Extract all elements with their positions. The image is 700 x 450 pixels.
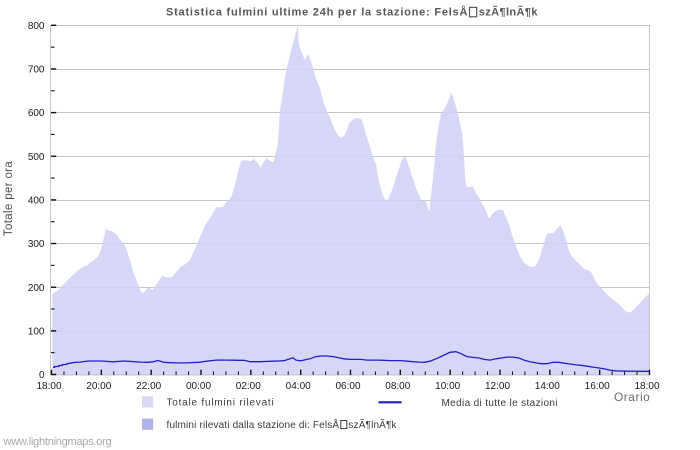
svg-text:10:00: 10:00 [435, 381, 460, 392]
svg-text:Orario: Orario [614, 390, 650, 404]
svg-text:200: 200 [28, 283, 45, 294]
svg-text:16:00: 16:00 [585, 381, 610, 392]
svg-text:500: 500 [28, 152, 45, 163]
svg-text:400: 400 [28, 196, 45, 207]
svg-text:0: 0 [39, 370, 45, 381]
svg-text:Totale fulmini rilevati: Totale fulmini rilevati [167, 397, 275, 408]
svg-text:00:00: 00:00 [186, 381, 211, 392]
svg-text:04:00: 04:00 [286, 381, 311, 392]
svg-text:600: 600 [28, 108, 45, 119]
svg-text:szÃ¶lnÃ¶k: szÃ¶lnÃ¶k [479, 6, 539, 19]
svg-text:300: 300 [28, 239, 45, 250]
svg-text:02:00: 02:00 [236, 381, 261, 392]
svg-text:100: 100 [28, 327, 45, 338]
svg-text:800: 800 [28, 21, 45, 32]
svg-text:fulmini rilevati dalla stazion: fulmini rilevati dalla stazione di: Fels… [167, 418, 340, 431]
svg-text:12:00: 12:00 [485, 381, 510, 392]
svg-text:700: 700 [28, 65, 45, 76]
svg-text:18:00: 18:00 [634, 381, 659, 392]
svg-text:08:00: 08:00 [385, 381, 410, 392]
svg-text:18:00: 18:00 [36, 381, 61, 392]
svg-text:06:00: 06:00 [335, 381, 360, 392]
svg-text:Media di tutte le stazioni: Media di tutte le stazioni [442, 398, 558, 409]
svg-text:Totale per ora: Totale per ora [3, 161, 15, 236]
svg-text:szÃ¶lnÃ¶k: szÃ¶lnÃ¶k [348, 418, 397, 431]
svg-text:Statistica fulmini ultime 24h: Statistica fulmini ultime 24h per la sta… [166, 6, 468, 19]
svg-text:22:00: 22:00 [136, 381, 161, 392]
svg-text:www.lightningmaps.org: www.lightningmaps.org [3, 436, 112, 448]
svg-text:20:00: 20:00 [86, 381, 111, 392]
svg-text:14:00: 14:00 [535, 381, 560, 392]
